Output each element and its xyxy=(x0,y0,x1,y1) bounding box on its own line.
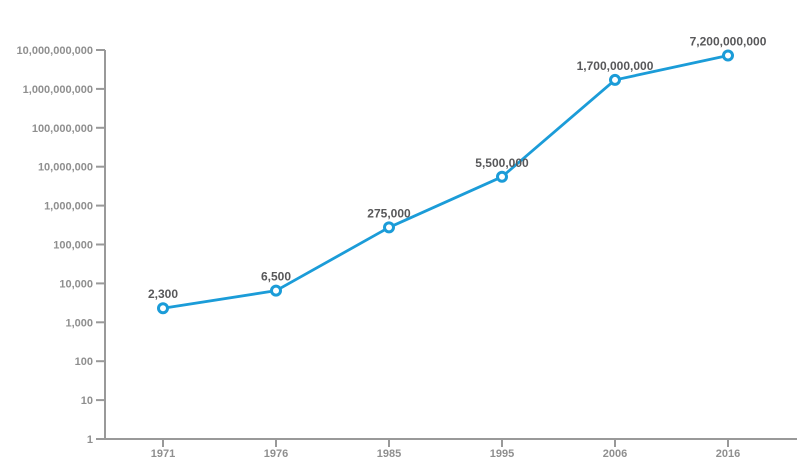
data-point-marker xyxy=(722,49,734,62)
y-axis-tick-label: 100,000,000 xyxy=(32,123,93,135)
data-point-label: 5,500,000 xyxy=(475,156,529,170)
y-axis-tick-label: 1,000,000 xyxy=(44,201,93,213)
x-axis-tick-label: 2006 xyxy=(603,448,627,460)
data-point-label: 7,200,000,000 xyxy=(690,35,767,49)
data-point-label: 2,300 xyxy=(148,287,178,301)
y-axis-tick-label: 1 xyxy=(87,434,93,446)
y-axis-tick-label: 10,000,000 xyxy=(38,162,93,174)
y-axis-tick-label: 100 xyxy=(75,356,93,368)
y-axis-tick-label: 1,000 xyxy=(65,317,93,329)
data-point-label: 275,000 xyxy=(367,206,411,220)
data-point-marker xyxy=(383,221,395,234)
x-axis-tick-label: 1995 xyxy=(490,448,514,460)
data-line xyxy=(161,54,730,310)
y-axis-tick-label: 10,000,000,000 xyxy=(17,45,93,57)
y-axis-tick-label: 1,000,000,000 xyxy=(23,84,93,96)
x-axis-tick-label: 2016 xyxy=(716,448,740,460)
data-point-marker xyxy=(157,302,169,315)
y-axis-tick-label: 100,000 xyxy=(53,240,93,252)
y-axis-tick-label: 10,000 xyxy=(59,278,93,290)
data-point-label: 1,700,000,000 xyxy=(577,59,654,73)
data-point-marker xyxy=(270,284,282,297)
x-axis-tick-label: 1971 xyxy=(151,448,175,460)
data-point-marker xyxy=(496,170,508,183)
data-point-label: 6,500 xyxy=(261,270,291,284)
data-point-marker xyxy=(609,73,621,86)
y-axis-tick-label: 10 xyxy=(81,395,93,407)
x-axis-tick-label: 1985 xyxy=(377,448,401,460)
x-axis-tick-label: 1976 xyxy=(264,448,288,460)
